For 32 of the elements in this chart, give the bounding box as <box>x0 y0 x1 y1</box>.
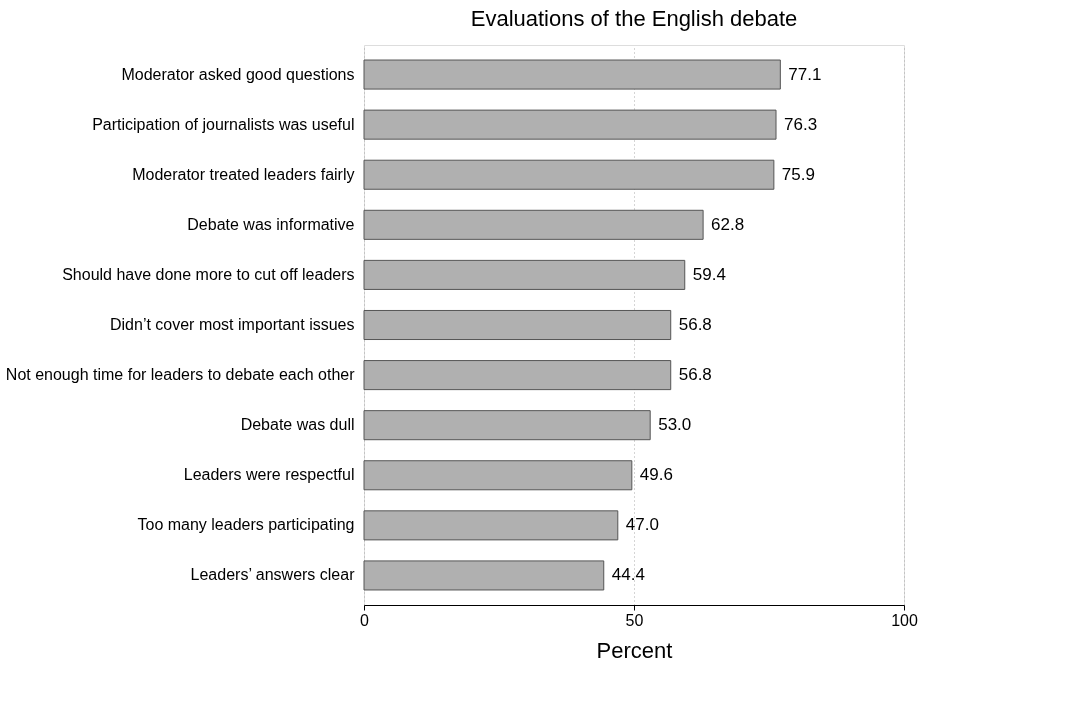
y-tick-label: Not enough time for leaders to debate each other <box>5 366 356 384</box>
y-tick-label: Debate was informative <box>187 215 355 233</box>
data-label: 56.8 <box>678 365 712 385</box>
data-label: 59.4 <box>692 264 726 284</box>
y-tick-label: Participation of journalists was useful <box>92 115 355 133</box>
y-tick-label: Leaders were respectful <box>183 466 355 484</box>
data-label: 49.6 <box>639 465 673 485</box>
y-tick-label: Leaders’ answers clear <box>190 566 356 584</box>
chart-title: Evaluations of the English debate <box>470 6 798 31</box>
data-label: 56.8 <box>678 315 712 334</box>
y-tick-label: Didn’t cover most important issues <box>109 316 355 333</box>
bar <box>363 259 686 290</box>
data-label: 53.0 <box>658 415 692 435</box>
x-tick-label: 100 <box>891 611 918 629</box>
bar <box>363 360 672 391</box>
data-label: 47.0 <box>625 515 659 535</box>
y-tick-label: Debate was dull <box>240 416 355 434</box>
y-tick-label: Moderator treated leaders fairly <box>132 165 355 183</box>
bar <box>363 560 605 591</box>
x-tick-label: 0 <box>360 611 370 629</box>
data-label: 62.8 <box>711 214 745 234</box>
y-tick-label: Moderator asked good questions <box>121 65 355 83</box>
data-label: 75.9 <box>781 164 815 184</box>
data-label: 77.1 <box>788 64 822 84</box>
bar <box>363 460 633 491</box>
x-axis-title: Percent <box>596 637 673 663</box>
x-tick-label: 50 <box>625 611 644 629</box>
data-label: 76.3 <box>784 114 818 134</box>
data-label: 44.4 <box>611 565 645 585</box>
y-tick-label: Should have done more to cut off leaders <box>62 265 355 283</box>
bar <box>363 159 775 190</box>
y-tick-label: Too many leaders participating <box>137 516 355 534</box>
